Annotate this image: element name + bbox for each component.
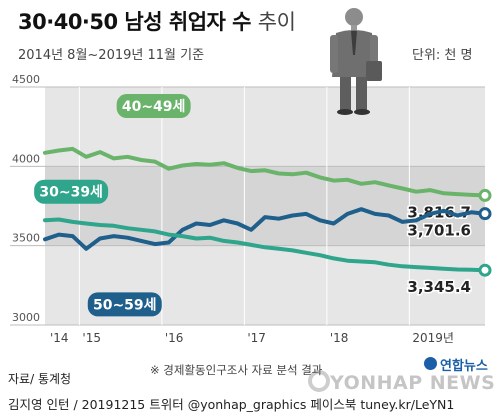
grid-band: [45, 166, 485, 246]
y-tick-label: 3500: [12, 232, 40, 245]
x-tick-label: 2019년: [412, 331, 454, 345]
series-badge: [116, 94, 191, 119]
series-line: [43, 217, 487, 273]
y-tick-label: 4000: [12, 152, 40, 165]
watermark-icon: [308, 370, 330, 392]
footnote: ※ 경제활동인구조사 자료 분석 결과: [150, 363, 323, 377]
y-tick-label: 4500: [12, 73, 40, 86]
series-endpoint: [478, 207, 492, 221]
page-title: 30·40·50 남성 취업자 수 추이: [18, 6, 296, 36]
title-light: 추이: [257, 10, 296, 34]
grid-band: [45, 87, 485, 167]
title-bold: 30·40·50 남성 취업자 수: [18, 10, 251, 34]
x-tick-label: '14: [50, 331, 69, 345]
series-line: [43, 207, 487, 251]
series-line: [43, 146, 487, 198]
watermark-text: YONHAP NEWS: [330, 372, 496, 394]
series-endpoint: [478, 263, 492, 277]
businessman-illustration: [330, 8, 382, 115]
series-badge: [87, 292, 162, 317]
x-tick-label: '17: [247, 331, 266, 345]
credit-line: 김지영 인턴 / 20191215 트위터 @yonhap_graphics 페…: [8, 397, 455, 412]
series-end-value: 3,345.4: [407, 278, 471, 296]
x-tick-label: '15: [82, 331, 101, 345]
series-badge: [34, 179, 109, 204]
y-tick-label: 3000: [12, 311, 40, 324]
unit-label: 단위: 천 명: [412, 48, 473, 63]
source-label: 자료/ 통계청: [8, 372, 72, 386]
series-name-label: 30~39세: [39, 185, 103, 201]
series-name-label: 50~59세: [93, 297, 157, 313]
period-subtitle: 2014년 8월~2019년 11월 기준: [18, 48, 205, 63]
yonhap-logo-text: 연합뉴스: [440, 359, 488, 374]
series-endpoint: [478, 188, 492, 202]
x-tick-label: '18: [330, 331, 349, 345]
x-tick-label: '16: [165, 331, 184, 345]
series-end-value: 3,701.6: [407, 222, 471, 240]
yonhap-logo-icon: [424, 357, 437, 370]
series-name-label: 40~49세: [122, 99, 186, 115]
